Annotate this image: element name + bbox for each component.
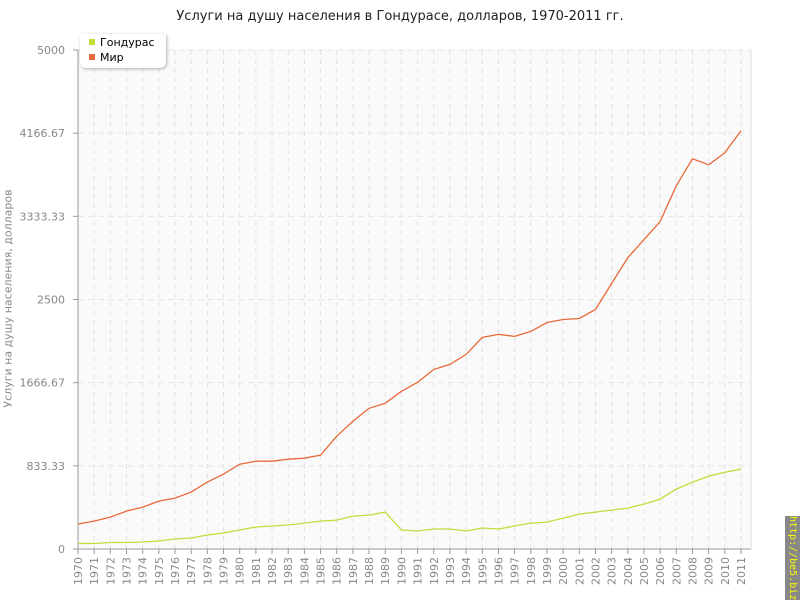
x-tick-label: 1994 [460, 557, 473, 585]
x-tick-label: 1990 [395, 557, 408, 585]
x-tick-label: 2001 [573, 557, 586, 585]
x-tick-label: 2003 [606, 557, 619, 585]
x-tick-label: 2004 [622, 557, 635, 585]
x-tick-label: 1973 [121, 557, 134, 585]
x-tick-label: 1970 [72, 557, 85, 585]
x-tick-label: 1978 [201, 557, 214, 585]
x-tick-label: 2006 [654, 557, 667, 585]
x-tick-label: 1983 [282, 557, 295, 585]
series-line-honduras [78, 468, 742, 545]
chart-title: Услуги на душу населения в Гондурасе, до… [176, 9, 624, 24]
x-tick-label: 2011 [735, 557, 748, 585]
x-tick-label: 1980 [234, 557, 247, 585]
x-tick-label: 2002 [589, 557, 602, 585]
x-tick-label: 1975 [153, 557, 166, 585]
series-line-world [77, 130, 742, 525]
legend-swatch [89, 54, 95, 60]
x-tick-label: 1986 [331, 557, 344, 585]
x-tick-label: 1995 [476, 557, 489, 585]
x-tick-label: 1979 [218, 557, 231, 585]
legend-label: Гондурас [100, 36, 155, 49]
x-tick-label: 1999 [541, 557, 554, 585]
x-tick-label: 1989 [379, 557, 392, 585]
legend-label: Мир [100, 51, 124, 64]
x-tick-label: 2005 [638, 557, 651, 585]
y-tick-label: 0 [58, 543, 65, 556]
legend-item-honduras[interactable]: Гондурас [89, 36, 155, 50]
x-tick-label: 1991 [412, 557, 425, 585]
x-tick-label: 1992 [428, 557, 441, 585]
x-tick-label: 1981 [250, 557, 263, 585]
x-tick-label: 1996 [492, 557, 505, 585]
y-axis-label: Услуги на душу населения, долларов [1, 189, 15, 408]
x-tick-label: 1985 [315, 557, 328, 585]
x-tick-label: 2007 [670, 557, 683, 585]
legend: Гондурас Мир [80, 34, 166, 68]
x-tick-label: 1988 [363, 557, 376, 585]
x-tick-label: 1976 [169, 557, 182, 585]
x-tick-label: 2008 [686, 557, 699, 585]
legend-swatch [89, 39, 95, 45]
x-tick-label: 1987 [347, 557, 360, 585]
y-tick-label: 2500 [37, 294, 65, 307]
x-tick-label: 1977 [185, 557, 198, 585]
y-tick-label: 833.33 [27, 460, 66, 473]
y-tick-label: 3333.33 [20, 210, 66, 223]
x-tick-label: 1974 [137, 557, 150, 585]
x-tick-label: 1971 [88, 557, 101, 585]
x-tick-label: 2000 [557, 557, 570, 585]
y-tick-label: 1666.67 [20, 377, 66, 390]
x-tick-label: 1972 [104, 557, 117, 585]
x-tick-label: 1997 [509, 557, 522, 585]
y-tick-label: 5000 [37, 44, 65, 57]
legend-item-world[interactable]: Мир [89, 51, 124, 65]
x-tick-label: 1982 [266, 557, 279, 585]
x-tick-label: 2009 [703, 557, 716, 585]
watermark: http://be5.biz [785, 515, 800, 600]
x-tick-label: 1998 [525, 557, 538, 585]
x-tick-label: 1984 [298, 557, 311, 585]
x-tick-label: 1993 [444, 557, 457, 585]
x-tick-label: 2010 [719, 557, 732, 585]
y-tick-label: 4166.67 [20, 127, 66, 140]
